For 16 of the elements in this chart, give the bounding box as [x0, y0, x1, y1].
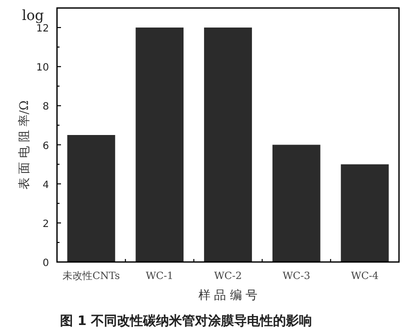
y-tick-label: 4	[42, 180, 49, 191]
x-tick-label: WC-1	[146, 271, 174, 282]
y-axis-title: 表 面 电 阻 率/Ω	[17, 100, 31, 190]
y-tick-label: 8	[42, 102, 49, 113]
x-tick-label: WC-4	[350, 271, 379, 282]
y-tick-label: 2	[42, 218, 49, 230]
text: 图 1 不同改性碳纳米管对涂膜导电性的影响	[60, 314, 312, 329]
x-tick-label: 未改性CNTs	[62, 270, 120, 282]
y-tick-label: 10	[36, 62, 49, 74]
x-tick-label: WC-3	[282, 271, 310, 282]
y-tick-label: 12	[36, 24, 49, 35]
y-tick-label: 6	[42, 140, 49, 152]
x-axis-title: 样 品 编 号	[198, 288, 258, 302]
text: log	[22, 8, 44, 24]
x-tick-label: WC-2	[214, 271, 242, 282]
y-tick-label: 0	[42, 258, 49, 269]
